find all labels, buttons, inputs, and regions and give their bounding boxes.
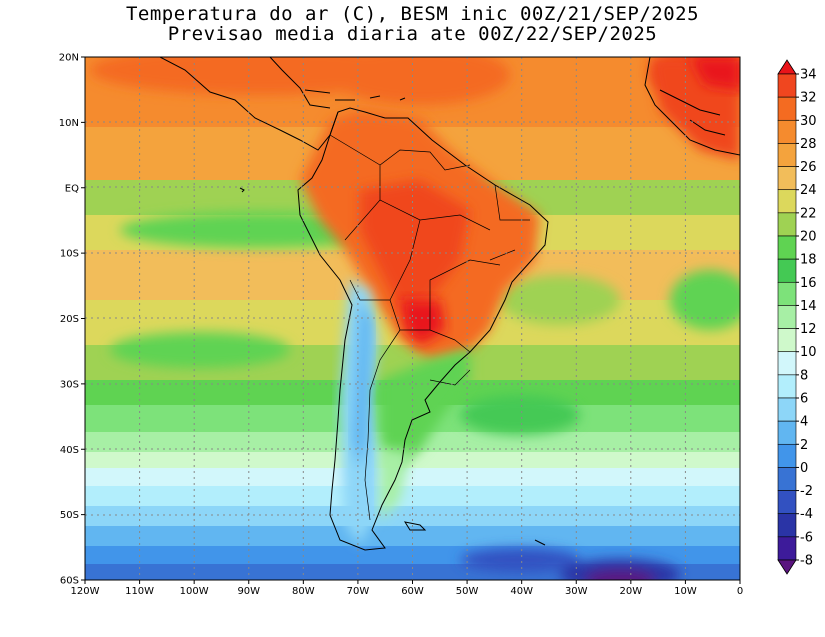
colorbar-label: 18: [800, 253, 817, 268]
colorbar-label: -6: [800, 530, 813, 545]
falkland-islands: [403, 521, 427, 531]
colorbar-segment: [777, 374, 797, 399]
colorbar-label: 4: [800, 415, 808, 430]
colorbar-label: 22: [800, 206, 817, 221]
colorbar-segment: [777, 397, 797, 422]
lon-tick-label: 80W: [292, 586, 315, 597]
colorbar-label: 34: [800, 68, 817, 83]
colorbar-segment: [777, 328, 797, 353]
colorbar-segment: [777, 420, 797, 445]
colorbar-label: 0: [800, 461, 808, 476]
colorbar-label: 20: [800, 230, 817, 245]
lat-tick-label: 10N: [59, 118, 79, 129]
lon-tick-label: 10W: [674, 586, 697, 597]
colorbar-label: 10: [800, 345, 817, 360]
colorbar-segment: [777, 281, 797, 306]
lon-tick-label: 60W: [401, 586, 424, 597]
colorbar-segment: [777, 96, 797, 121]
lon-tick-label: 0: [737, 586, 743, 597]
lon-tick-label: 100W: [180, 586, 209, 597]
colorbar-segment: [777, 467, 797, 491]
colorbar-label: 30: [800, 114, 817, 129]
colorbar-segment: [777, 305, 797, 329]
colorbar-segment: [777, 119, 797, 144]
lat-tick-label: 30S: [60, 379, 79, 390]
colorbar-label: 8: [800, 368, 808, 383]
colorbar-segment: [777, 258, 797, 283]
lat-tick-label: 60S: [60, 576, 79, 587]
colorbar-label: 26: [800, 160, 817, 175]
colorbar-label: 14: [800, 299, 817, 314]
lon-tick-label: 30W: [565, 586, 588, 597]
colorbar-upper-extension: [777, 59, 797, 75]
lon-tick-label: 90W: [237, 586, 260, 597]
colorbar-segment: [777, 73, 797, 98]
lat-tick-label: 40S: [60, 445, 79, 456]
colorbar-segment: [777, 143, 797, 167]
colorbar-label: -8: [800, 554, 813, 569]
longitude-axis: 120W 110W 100W 90W 80W 70W 60W 50W 40W 30W 20W 10W 0: [71, 580, 743, 597]
country-borders: [329, 134, 530, 521]
south-america-coastline: [297, 107, 549, 551]
lat-tick-label: 50S: [60, 510, 79, 521]
caribbean-islands: [304, 89, 406, 101]
colorbar-segment: [777, 490, 797, 515]
lon-tick-label: 110W: [125, 586, 154, 597]
central-america-coastline: [159, 57, 339, 151]
lat-tick-label: 20N: [59, 53, 79, 64]
colorbar-segment: [777, 443, 797, 468]
colorbar-segment: [777, 536, 797, 561]
colorbar-segment: [777, 189, 797, 214]
galapagos-islands: [239, 187, 245, 193]
lon-tick-label: 50W: [456, 586, 479, 597]
colorbar-label: 2: [800, 438, 808, 453]
colorbar-label: 32: [800, 91, 817, 106]
lon-tick-label: 70W: [347, 586, 370, 597]
map-title-line2: Previsao media diaria ate 00Z/22/SEP/202…: [167, 23, 658, 45]
colorbar-segment: [777, 166, 797, 191]
lon-tick-label: 20W: [620, 586, 643, 597]
africa-coastline: [644, 57, 740, 156]
colorbar-label: -4: [800, 507, 813, 522]
colorbar-segment: [777, 513, 797, 538]
colorbar-segment: [777, 212, 797, 237]
colorbar-label: 12: [800, 322, 817, 337]
lat-lon-grid: [85, 57, 740, 580]
colorbar-segment: [777, 235, 797, 260]
lat-tick-label: 20S: [60, 314, 79, 325]
colorbar-label: 28: [800, 137, 817, 152]
colorbar-label: 6: [800, 392, 808, 407]
colorbar-segment: [777, 351, 797, 376]
colorbar-label: -2: [800, 484, 813, 499]
lat-tick-label: EQ: [65, 183, 79, 194]
lon-tick-label: 120W: [71, 586, 100, 597]
lat-tick-label: 10S: [60, 249, 79, 260]
colorbar-label: 24: [800, 183, 817, 198]
colorbar-label: 16: [800, 276, 817, 291]
coastline-overlay: [159, 57, 740, 551]
map-title-line1: Temperatura do ar (C), BESM inic 00Z/21/…: [125, 3, 700, 25]
south-georgia: [534, 539, 546, 546]
colorbar-lower-extension: [777, 559, 797, 575]
lon-tick-label: 40W: [510, 586, 533, 597]
latitude-axis: 20N 10N EQ 10S 20S 30S 40S 50S 60S: [59, 53, 85, 587]
